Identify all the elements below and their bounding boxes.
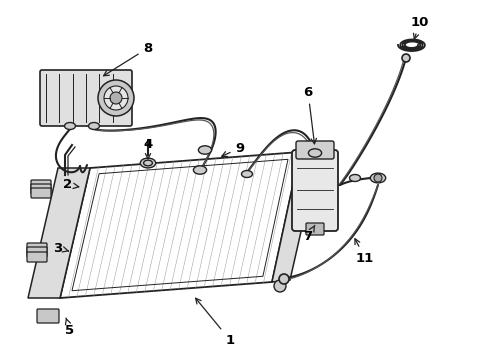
Circle shape bbox=[110, 92, 122, 104]
FancyBboxPatch shape bbox=[292, 150, 338, 231]
Text: 4: 4 bbox=[144, 139, 152, 159]
Circle shape bbox=[374, 174, 382, 182]
FancyBboxPatch shape bbox=[27, 247, 47, 257]
Ellipse shape bbox=[242, 171, 252, 177]
Text: 9: 9 bbox=[222, 141, 245, 157]
Text: 2: 2 bbox=[63, 179, 79, 192]
Ellipse shape bbox=[308, 149, 321, 157]
Text: 3: 3 bbox=[53, 242, 69, 255]
Ellipse shape bbox=[349, 175, 361, 181]
FancyBboxPatch shape bbox=[27, 243, 47, 253]
Ellipse shape bbox=[89, 122, 99, 130]
Text: 8: 8 bbox=[103, 41, 152, 76]
Circle shape bbox=[279, 274, 289, 284]
FancyBboxPatch shape bbox=[37, 309, 59, 323]
Polygon shape bbox=[28, 168, 90, 298]
Text: 7: 7 bbox=[303, 225, 315, 243]
Text: 1: 1 bbox=[196, 298, 235, 346]
FancyBboxPatch shape bbox=[31, 180, 51, 190]
Text: 5: 5 bbox=[66, 318, 74, 337]
FancyBboxPatch shape bbox=[31, 188, 51, 198]
Circle shape bbox=[402, 54, 410, 62]
Text: 6: 6 bbox=[303, 85, 317, 144]
Text: 10: 10 bbox=[411, 15, 429, 39]
Circle shape bbox=[98, 80, 134, 116]
Circle shape bbox=[104, 86, 128, 110]
Ellipse shape bbox=[194, 166, 207, 174]
FancyBboxPatch shape bbox=[296, 141, 334, 159]
FancyBboxPatch shape bbox=[27, 252, 47, 262]
Ellipse shape bbox=[144, 160, 152, 166]
FancyBboxPatch shape bbox=[40, 70, 132, 126]
Ellipse shape bbox=[65, 122, 75, 130]
Polygon shape bbox=[272, 148, 320, 282]
Ellipse shape bbox=[140, 158, 156, 168]
Text: 11: 11 bbox=[355, 239, 374, 265]
Ellipse shape bbox=[370, 173, 386, 183]
Polygon shape bbox=[60, 152, 300, 298]
FancyBboxPatch shape bbox=[306, 223, 324, 235]
FancyBboxPatch shape bbox=[31, 184, 51, 194]
Circle shape bbox=[274, 280, 286, 292]
Ellipse shape bbox=[198, 146, 212, 154]
